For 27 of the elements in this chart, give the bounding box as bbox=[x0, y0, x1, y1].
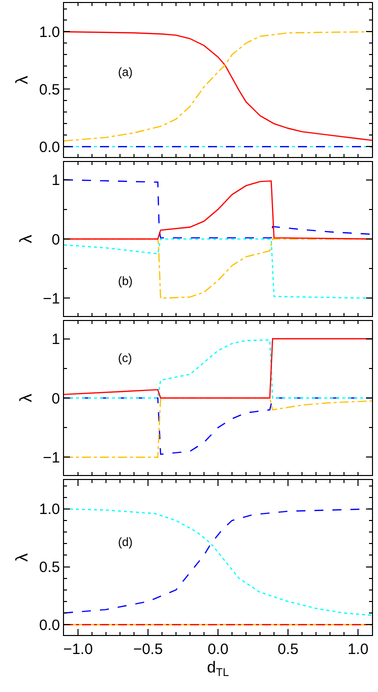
y-tick-label: 1.0 bbox=[39, 501, 60, 518]
y-axis-title: λ bbox=[12, 75, 32, 84]
x-tick-label: −0.5 bbox=[133, 641, 163, 658]
y-axis-title: λ bbox=[12, 552, 32, 562]
y-tick-label: 0.5 bbox=[39, 559, 60, 576]
annotation: (a) bbox=[118, 65, 133, 79]
y-tick-label: 0.0 bbox=[39, 616, 60, 634]
line-series bbox=[64, 238, 372, 299]
y-tick-label: 1 bbox=[52, 331, 60, 348]
annotation: (c) bbox=[118, 351, 132, 365]
y-tick-label: 1.0 bbox=[39, 24, 60, 41]
y-tick-label: 0.5 bbox=[39, 81, 60, 98]
annotation: (b) bbox=[118, 274, 133, 288]
annotation: (d) bbox=[118, 535, 133, 549]
y-tick-label: 0 bbox=[52, 231, 60, 248]
y-tick-label: −1 bbox=[42, 449, 60, 466]
x-tick-label: 1.0 bbox=[348, 641, 368, 658]
x-axis-title: d$_{TL}$ bbox=[207, 660, 229, 680]
y-axis-title: λ bbox=[16, 393, 36, 402]
y-axis-title: λ bbox=[16, 234, 36, 244]
x-tick-label: 0.5 bbox=[278, 641, 298, 658]
x-tick-label: −1.0 bbox=[63, 641, 93, 658]
x-tick-label: 0.0 bbox=[208, 641, 228, 658]
y-tick-label: −1 bbox=[42, 290, 60, 308]
y-tick-label: 0.0 bbox=[39, 138, 60, 156]
y-tick-label: 1 bbox=[52, 172, 60, 190]
y-tick-label: 0 bbox=[52, 390, 60, 408]
